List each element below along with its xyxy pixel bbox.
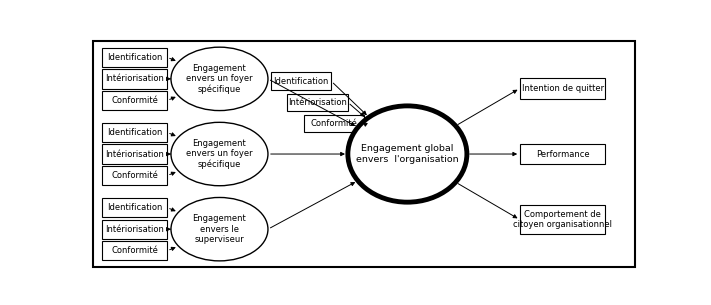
FancyBboxPatch shape xyxy=(102,220,167,239)
FancyBboxPatch shape xyxy=(102,69,167,88)
Text: Performance: Performance xyxy=(536,149,589,159)
FancyBboxPatch shape xyxy=(102,166,167,185)
FancyBboxPatch shape xyxy=(102,198,167,217)
Text: Intention de quitter: Intention de quitter xyxy=(522,84,604,93)
FancyBboxPatch shape xyxy=(102,144,167,164)
Text: Identification: Identification xyxy=(107,128,162,137)
FancyBboxPatch shape xyxy=(520,144,606,164)
Text: Engagement global
envers  l'organisation: Engagement global envers l'organisation xyxy=(356,144,459,164)
Text: Conformité: Conformité xyxy=(111,246,158,255)
Ellipse shape xyxy=(348,106,467,202)
Text: Identification: Identification xyxy=(273,77,328,86)
Text: Engagement
envers le
superviseur: Engagement envers le superviseur xyxy=(193,214,246,244)
FancyBboxPatch shape xyxy=(271,72,331,90)
Ellipse shape xyxy=(171,197,268,261)
Text: Intériorisation: Intériorisation xyxy=(105,149,164,159)
FancyBboxPatch shape xyxy=(102,91,167,110)
Text: Comportement de
citoyen organisationnel: Comportement de citoyen organisationnel xyxy=(513,210,612,229)
Text: Intériorisation: Intériorisation xyxy=(105,74,164,83)
Text: Conformité: Conformité xyxy=(111,96,158,105)
Text: Conformité: Conformité xyxy=(111,171,158,180)
Text: Engagement
envers un foyer
spécifique: Engagement envers un foyer spécifique xyxy=(186,139,253,169)
Text: Identification: Identification xyxy=(107,203,162,212)
FancyBboxPatch shape xyxy=(93,41,636,267)
Ellipse shape xyxy=(171,122,268,186)
Text: Engagement
envers un foyer
spécifique: Engagement envers un foyer spécifique xyxy=(186,64,253,94)
FancyBboxPatch shape xyxy=(102,48,167,67)
FancyBboxPatch shape xyxy=(102,241,167,260)
Text: Conformité: Conformité xyxy=(311,119,358,128)
FancyBboxPatch shape xyxy=(520,206,606,234)
FancyBboxPatch shape xyxy=(287,94,348,111)
Text: Identification: Identification xyxy=(107,53,162,62)
Ellipse shape xyxy=(171,47,268,111)
FancyBboxPatch shape xyxy=(102,123,167,142)
FancyBboxPatch shape xyxy=(520,78,606,99)
Text: Intériorisation: Intériorisation xyxy=(288,98,347,107)
FancyBboxPatch shape xyxy=(304,115,364,132)
Text: Intériorisation: Intériorisation xyxy=(105,225,164,234)
